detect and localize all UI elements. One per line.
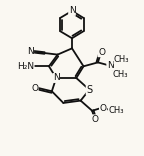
Text: N: N [69,6,75,15]
Text: CH₃: CH₃ [108,106,124,115]
Text: O: O [98,48,105,57]
Text: N: N [53,73,59,83]
Text: S: S [86,85,92,95]
Text: O: O [100,104,106,113]
Text: H₂N: H₂N [17,62,34,71]
Text: O: O [92,115,98,124]
Text: O: O [31,84,38,93]
Text: CH₃: CH₃ [112,70,128,79]
Text: CH₃: CH₃ [114,55,129,64]
Text: N: N [107,61,113,70]
Text: N: N [27,47,34,56]
